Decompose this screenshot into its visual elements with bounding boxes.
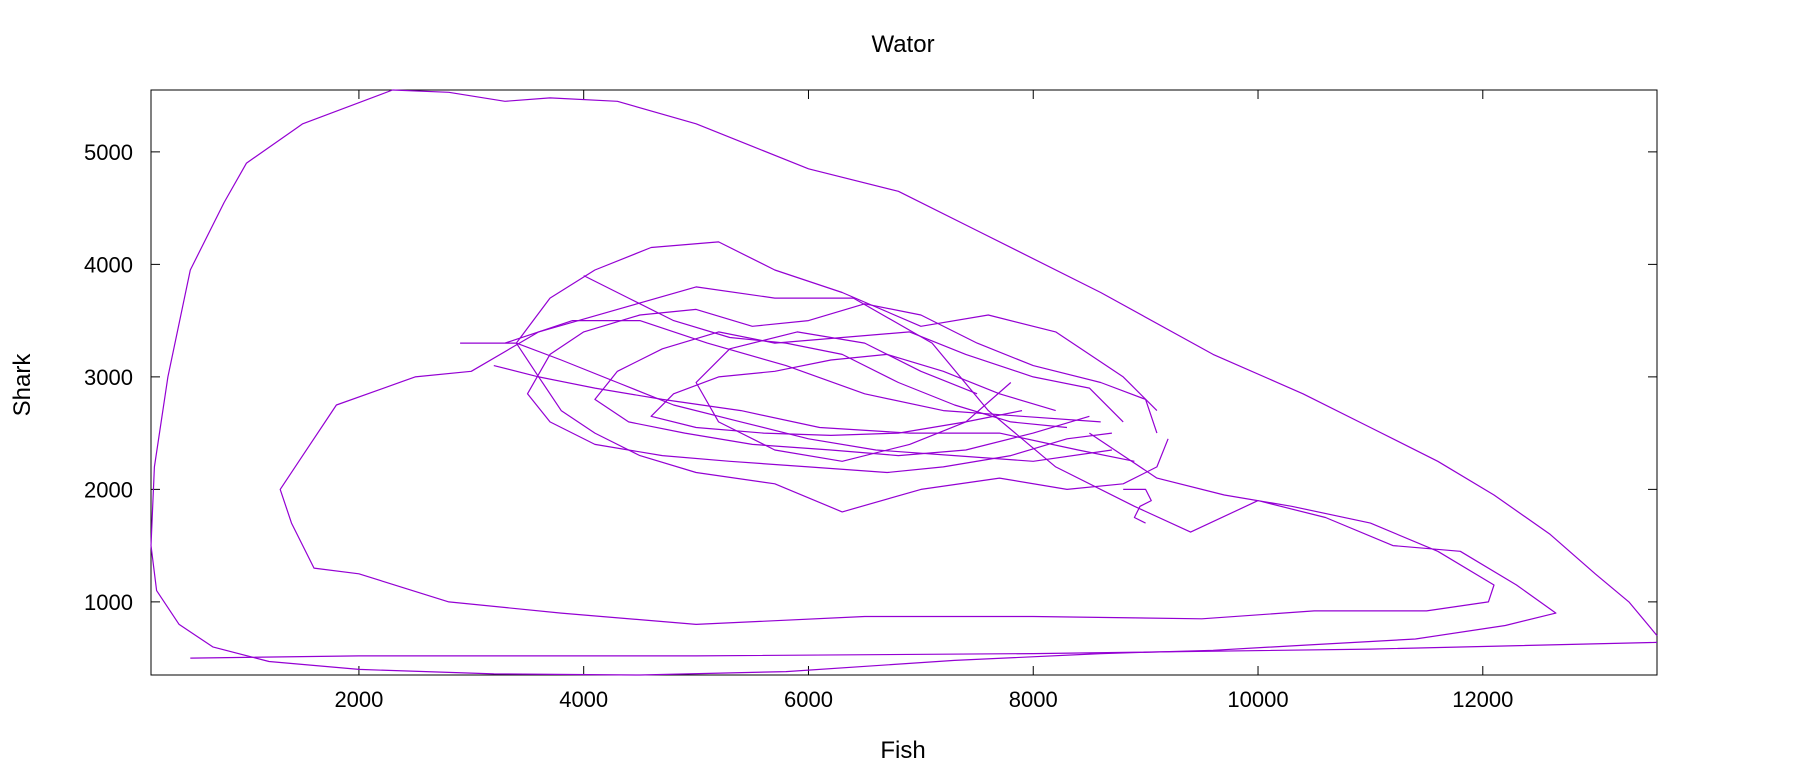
series-line-2 [190,641,1658,659]
series-line-10 [460,342,1112,462]
series-line-4 [594,331,1124,457]
x-tick-label: 2000 [334,687,383,712]
series-line-6 [695,331,1012,462]
plot-frame [150,89,1658,676]
axis-ticks: 2000 4000 6000 8000 10000 12000 1000 2000 3000 40… [84,90,1657,712]
chart-title: Wator [871,31,934,58]
x-axis-title: Fish [880,737,925,764]
y-tick-label: 2000 [84,477,133,502]
y-axis-title: Shark [9,353,36,417]
series-line-8 [493,365,1135,462]
series-line-3 [526,303,1158,474]
series-line-1 [150,89,1658,676]
plot-lines [150,89,1658,676]
series-line-5 [650,353,1056,436]
y-tick-label: 3000 [84,365,133,390]
x-tick-label: 8000 [1009,687,1058,712]
x-tick-label: 6000 [784,687,833,712]
y-tick-label: 4000 [84,252,133,277]
y-tick-label: 1000 [84,590,133,615]
series-line-9 [504,320,1101,423]
series-line-11 [583,275,1068,429]
x-tick-label: 10000 [1227,687,1288,712]
x-tick-label: 12000 [1452,687,1513,712]
x-tick-label: 4000 [559,687,608,712]
y-tick-label: 5000 [84,140,133,165]
series-line-12 [1123,488,1152,524]
series-line-7 [515,241,1169,513]
